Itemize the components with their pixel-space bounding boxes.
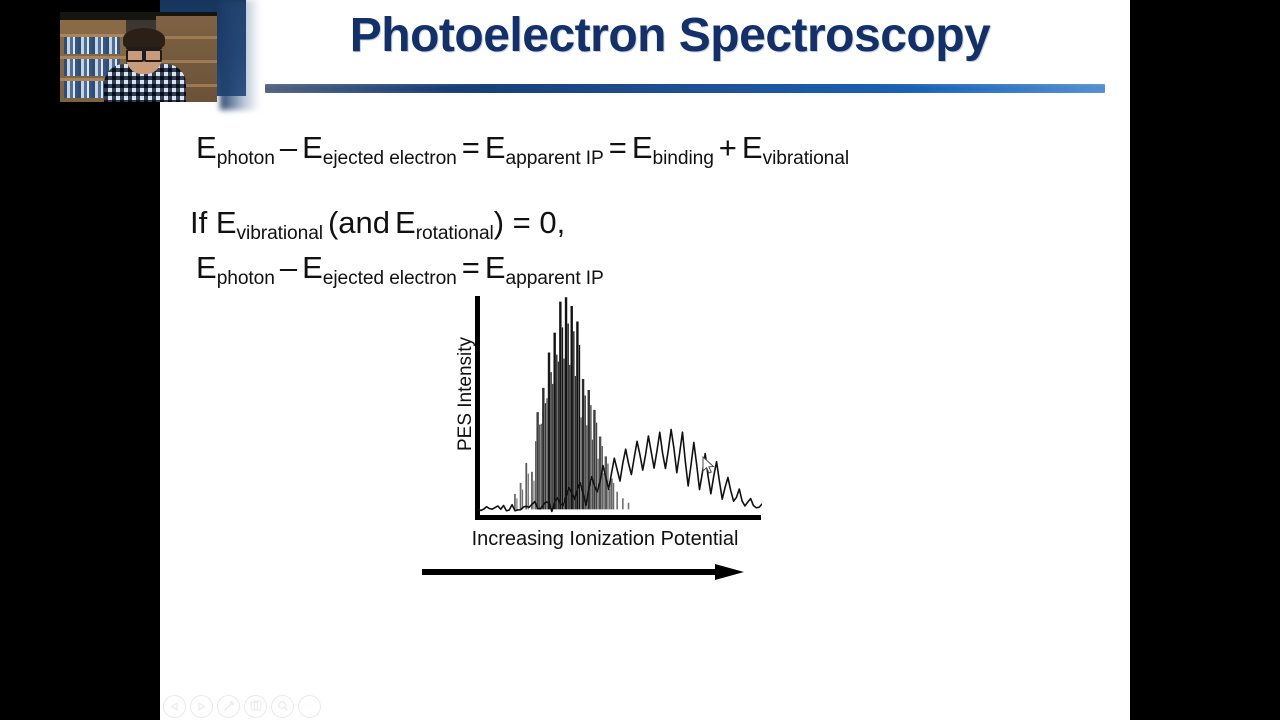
- bookshelf-left-shelf-2: [60, 56, 126, 59]
- eq3-term-ejected: Eejected electron: [302, 250, 457, 290]
- eq2-sub-vibrational: vibrational: [236, 223, 324, 245]
- ellipsis-icon: ···: [304, 701, 315, 710]
- title-underline-rule: [265, 84, 1105, 93]
- eq2-term-rotational: Erotational: [395, 205, 494, 245]
- eq3-term-photon: Ephoton: [196, 250, 275, 290]
- books-row-1: [64, 37, 120, 54]
- equation-line-1: Ephoton – Eejected electron = Eapparent IP = E…: [196, 130, 850, 170]
- bookshelf-left-shelf-3: [60, 78, 126, 81]
- x-axis-line: [475, 515, 761, 520]
- bookshelf-right-shelf-2: [156, 60, 217, 63]
- triangle-left-icon: [170, 701, 178, 711]
- eq1-term-apparent: Eapparent IP: [484, 130, 604, 170]
- more-options-button[interactable]: ···: [298, 694, 321, 718]
- eq3-op-minus: –: [279, 250, 298, 285]
- presenter-webcam[interactable]: [60, 12, 217, 102]
- eq3-term-apparent: Eapparent IP: [484, 250, 604, 290]
- pen-icon: [224, 700, 235, 711]
- pes-spectrum-figure: PES Intensity Increasing Ionization Pote…: [420, 285, 790, 585]
- eq1-sub-photon: photon: [216, 148, 275, 170]
- y-axis-label: PES Intensity: [455, 336, 476, 452]
- books-row-2: [64, 59, 120, 76]
- bookshelf-right-shelf-3: [156, 84, 217, 87]
- equation-line-3: Ephoton – Eejected electron = Eapparent IP: [196, 250, 604, 290]
- webcam-top-band: [60, 12, 217, 20]
- eq3-sub-apparent: apparent IP: [505, 268, 604, 290]
- eq1-term-ejected: Eejected electron: [302, 130, 457, 170]
- eq2-op-close: ) = 0,: [493, 205, 566, 240]
- eq1-sub-apparent: apparent IP: [505, 148, 604, 170]
- slides-panel-button[interactable]: [244, 694, 267, 718]
- eq1-term-photon: Ephoton: [196, 130, 275, 170]
- increasing-ip-arrow: [420, 563, 750, 581]
- eq3-op-equals: =: [461, 250, 480, 285]
- eq1-term-vibrational: Evibrational: [741, 130, 850, 170]
- eq2-prefix: If: [190, 205, 216, 240]
- eq1-op-equals-2: =: [608, 130, 627, 165]
- eq1-op-plus: +: [718, 130, 737, 165]
- triangle-right-icon: [198, 701, 206, 711]
- presenter-hair: [123, 28, 165, 50]
- eq2-sub-rotational: rotational: [415, 223, 494, 245]
- eq1-op-minus: –: [279, 130, 298, 165]
- equation-line-2: If Evibrational (and Erotational) = 0,: [190, 205, 566, 245]
- page-title: Photoelectron Spectroscopy: [349, 9, 991, 62]
- eq2-term-vibrational: Evibrational: [215, 205, 323, 245]
- decorative-corner-fade: [220, 0, 260, 110]
- eq3-sub-photon: photon: [216, 268, 275, 290]
- eq1-sub-ejected: ejected electron: [322, 148, 457, 170]
- next-slide-button[interactable]: [190, 694, 213, 718]
- eq1-sub-binding: binding: [652, 148, 714, 170]
- spectrum-trace: [478, 297, 762, 513]
- magnifier-icon: [277, 701, 288, 712]
- eq1-op-equals-1: =: [461, 130, 480, 165]
- glasses-icon: [126, 47, 162, 62]
- x-axis-caption: Increasing Ionization Potential: [471, 528, 739, 550]
- slides-icon: [250, 700, 261, 711]
- bookshelf-right-shelf-1: [156, 36, 217, 39]
- player-toolbar: ···: [163, 694, 323, 718]
- bookshelf-left-shelf-1: [60, 34, 126, 37]
- slide-canvas: Photoelectron Spectroscopy Ephoton – Eejec…: [160, 0, 1130, 720]
- y-axis-line: [475, 296, 480, 520]
- eq1-term-binding: Ebinding: [631, 130, 714, 170]
- eq2-op-and: (and: [327, 205, 391, 240]
- eq1-sub-vibrational: vibrational: [762, 148, 850, 170]
- zoom-button[interactable]: [271, 694, 294, 718]
- right-arrow-icon: [422, 564, 744, 580]
- eq3-sub-ejected: ejected electron: [322, 268, 457, 290]
- annotate-pen-button[interactable]: [217, 694, 240, 718]
- previous-slide-button[interactable]: [163, 694, 186, 718]
